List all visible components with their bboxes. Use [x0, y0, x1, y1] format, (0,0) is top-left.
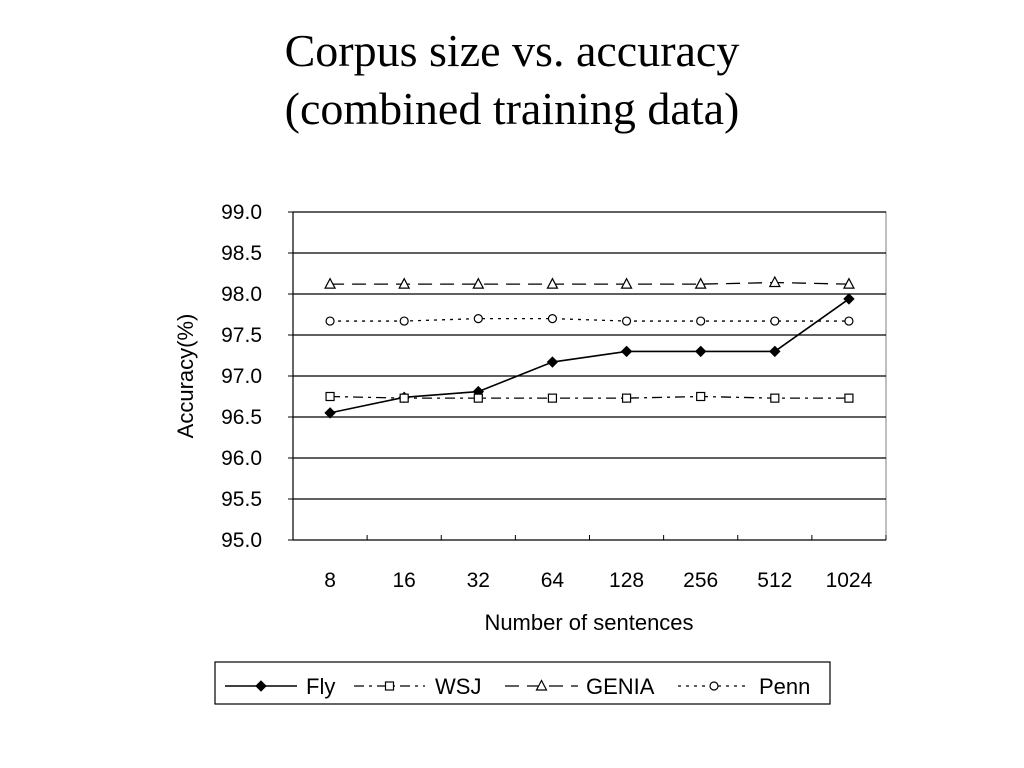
series-line-wsj: [330, 395, 849, 399]
data-point-wsj: [696, 391, 706, 402]
y-tick-label: 98.5: [221, 242, 262, 265]
data-point-penn: [325, 316, 335, 326]
data-point-penn: [399, 316, 409, 326]
data-point-genia: [694, 277, 707, 289]
legend-label-penn: Penn: [759, 674, 810, 699]
data-point-fly: [620, 345, 633, 358]
legend-item-genia: GENIA: [505, 674, 655, 699]
y-axis-ticks: 95.0 95.5 96.0 96.5 97.0 97.5 98.0 98.5 99.0: [221, 201, 293, 552]
data-point-penn: [770, 316, 780, 326]
legend-item-fly: Fly: [225, 674, 335, 699]
series-genia: [324, 275, 855, 289]
x-tick-label: 16: [393, 569, 416, 592]
x-tick-label: 64: [541, 569, 565, 592]
data-point-fly: [843, 293, 855, 305]
y-tick-label: 97.0: [221, 365, 262, 388]
x-tick-label: 128: [609, 569, 644, 592]
data-point-genia: [768, 275, 781, 288]
y-tick-label: 95.5: [221, 488, 262, 511]
series-line-fly: [329, 298, 850, 414]
data-point-wsj: [473, 393, 483, 403]
series-penn: [325, 314, 854, 326]
series-group: [324, 275, 855, 419]
y-tick-label: 99.0: [221, 201, 262, 224]
y-tick-label: 97.5: [221, 324, 262, 347]
slide-title-line-2: (combined training data): [284, 83, 740, 134]
data-point-wsj: [547, 393, 558, 403]
data-point-fly: [694, 345, 707, 358]
y-tick-label: 95.0: [221, 529, 262, 552]
data-point-fly: [546, 356, 559, 368]
data-point-wsj: [325, 391, 335, 402]
data-point-genia: [546, 277, 559, 289]
x-axis-title: Number of sentences: [484, 610, 693, 635]
legend-marker-fly: [255, 680, 267, 692]
data-point-genia: [472, 277, 485, 289]
data-point-penn: [547, 314, 558, 324]
slide-title-line-1: Corpus size vs. accuracy: [284, 25, 740, 76]
legend-marker-wsj: [384, 681, 395, 691]
series-wsj: [325, 391, 854, 403]
legend-marker-penn: [709, 681, 719, 691]
x-tick-label: 8: [324, 569, 336, 592]
legend-box: [214, 661, 831, 705]
x-tick-label: 1024: [826, 569, 873, 592]
x-axis-ticks: 8 16 32 64 128 256 512 1024: [292, 535, 887, 592]
data-point-genia: [620, 277, 633, 289]
data-point-fly: [324, 407, 336, 419]
x-tick-label: 256: [683, 569, 718, 592]
legend-item-penn: Penn: [678, 674, 810, 699]
y-tick-label: 96.5: [221, 406, 262, 429]
y-axis-title: Accuracy(%): [173, 314, 198, 439]
legend-label-wsj: WSJ: [435, 674, 481, 699]
data-point-penn: [473, 314, 483, 324]
legend-item-wsj: WSJ: [354, 674, 481, 699]
data-point-penn: [844, 316, 854, 326]
data-point-penn: [621, 316, 632, 326]
x-tick-label: 32: [467, 569, 490, 592]
y-tick-label: 98.0: [221, 283, 262, 306]
x-tick-label: 512: [757, 569, 792, 592]
legend-items: Fly WSJ GENIA Penn: [225, 674, 810, 699]
data-point-penn: [696, 316, 706, 326]
gridlines: [293, 211, 886, 500]
data-point-wsj: [621, 393, 632, 403]
series-line-penn: [330, 317, 849, 322]
legend-label-genia: GENIA: [586, 674, 655, 699]
data-point-genia: [398, 277, 411, 289]
data-point-wsj: [399, 393, 409, 403]
legend-label-fly: Fly: [306, 674, 335, 699]
legend: Fly WSJ GENIA Penn: [214, 661, 831, 705]
data-point-fly: [769, 345, 781, 358]
slide-title: Corpus size vs. accuracy (combined train…: [0, 22, 1024, 138]
data-point-genia: [324, 277, 337, 289]
data-point-wsj: [770, 393, 780, 403]
data-point-wsj: [844, 393, 854, 403]
legend-marker-genia: [535, 679, 548, 691]
y-tick-label: 96.0: [221, 447, 262, 470]
data-point-genia: [842, 277, 855, 289]
